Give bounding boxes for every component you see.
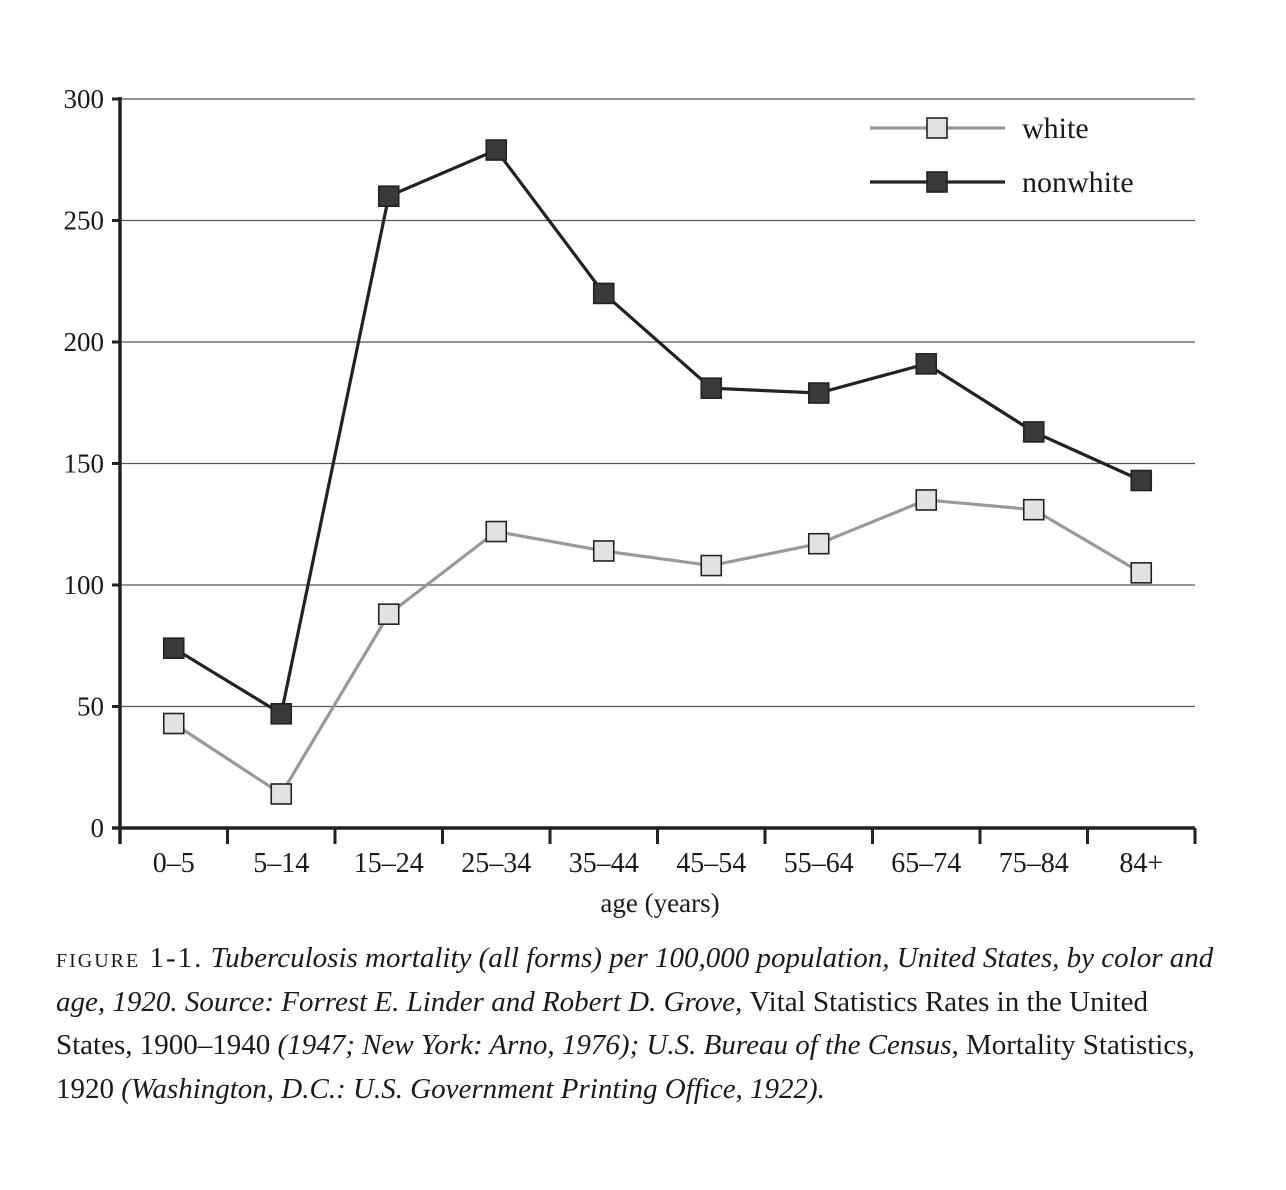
y-tick-label: 150	[64, 449, 105, 479]
x-tick-label: 35–44	[569, 848, 639, 879]
legend-label-nonwhite: nonwhite	[1022, 166, 1134, 199]
y-tick-label: 250	[64, 206, 105, 236]
chart: 0 50 100 150 200 250 300 0–5 5–14 15–24 25–34 35–44…	[64, 84, 1197, 918]
y-tick-label: 50	[77, 692, 104, 722]
x-tick-label: 84+	[1119, 848, 1163, 879]
data-point-white	[1130, 562, 1153, 584]
legend-label-white: white	[1022, 112, 1089, 145]
caption-part: Vital Statistics Rates in the United Sta…	[56, 985, 1149, 1062]
series-line-nonwhite	[172, 148, 1142, 717]
x-tick-label: 75–84	[999, 848, 1069, 879]
data-point-nonwhite	[700, 377, 723, 399]
data-point-nonwhite	[592, 282, 615, 305]
y-tick-label: 0	[91, 813, 105, 843]
x-tick-label: 45–54	[676, 848, 746, 879]
legend-marker-nonwhite	[926, 171, 948, 193]
x-axis-label: age (years)	[600, 888, 719, 918]
data-point-nonwhite	[1022, 421, 1045, 443]
caption-text: Tuberculosis mortality (all forms) per 1…	[56, 942, 1213, 1105]
data-point-white	[915, 489, 938, 511]
data-point-nonwhite	[162, 637, 185, 659]
data-point-nonwhite	[807, 382, 830, 404]
x-tick-label: 5–14	[253, 848, 309, 879]
y-tick-label: 300	[64, 84, 105, 114]
data-point-nonwhite	[377, 185, 400, 207]
tick-labels: 0 50 100 150 200 250 300 0–5 5–14 15–24 25–34 35–44…	[64, 84, 1164, 879]
data-point-white	[377, 603, 400, 625]
y-tick-label: 200	[64, 327, 105, 357]
data-point-nonwhite	[485, 139, 508, 161]
x-tick-label: 15–24	[354, 848, 424, 879]
x-tick-label: 0–5	[153, 848, 195, 879]
axes	[112, 97, 1197, 844]
data-point-white	[700, 554, 723, 577]
legend-marker-white	[926, 117, 948, 139]
figure-caption: figure 1-1. Tuberculosis mortality (all …	[56, 937, 1216, 1111]
data-point-white	[1022, 498, 1045, 521]
series-line-white	[172, 498, 1143, 797]
caption-part: (1947; New York: Arno, 1976); U.S. Burea…	[270, 1029, 966, 1061]
gridlines	[120, 98, 1195, 708]
data-point-nonwhite	[915, 353, 938, 375]
caption-part: Mortality Statistics, 1920	[56, 1029, 1195, 1105]
data-point-white	[270, 783, 293, 805]
data-point-nonwhite	[270, 702, 293, 725]
figure-label: figure 1-1.	[56, 942, 204, 974]
x-tick-label: 65–74	[891, 848, 961, 879]
data-point-nonwhite	[1130, 469, 1153, 492]
caption-part: Tuberculosis mortality (all forms) per 1…	[56, 942, 1214, 1018]
x-tick-label: 25–34	[461, 848, 531, 879]
data-point-white	[592, 540, 615, 562]
x-tick-label: 55–64	[784, 848, 854, 879]
data-point-white	[485, 520, 508, 543]
legend: white nonwhite	[870, 112, 1134, 199]
series-layer	[162, 139, 1153, 805]
data-point-white	[162, 712, 185, 735]
data-point-white	[807, 532, 830, 555]
y-tick-label: 100	[64, 570, 105, 600]
caption-part: (Washington, D.C.: U.S. Government Print…	[114, 1072, 825, 1105]
